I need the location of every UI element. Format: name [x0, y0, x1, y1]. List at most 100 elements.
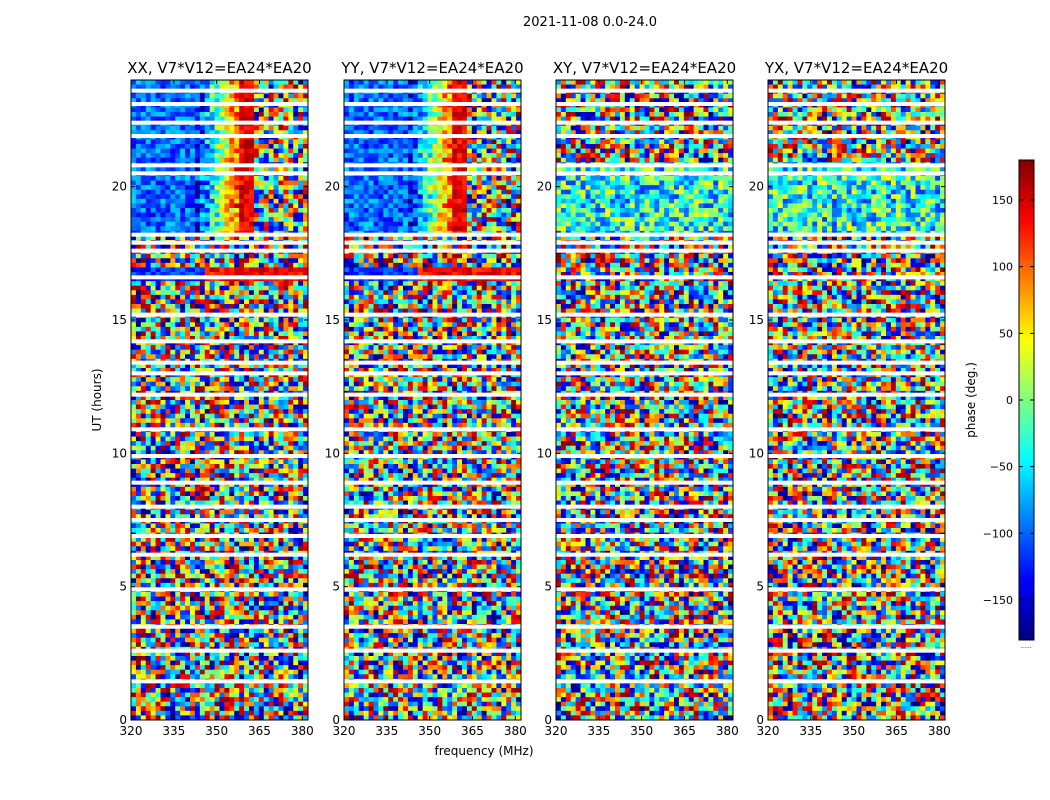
- flagged-row: [768, 163, 945, 168]
- x-tick-label: 335: [799, 724, 822, 738]
- x-tick-label: 380: [716, 724, 739, 738]
- panel-2: XY, V7*V12=EA24*EA20 320 335 350 365 380 0 5 10 1…: [537, 59, 739, 738]
- flagged-row: [344, 392, 521, 397]
- x-tick-label: 365: [673, 724, 696, 738]
- x-tick-label: 365: [461, 724, 484, 738]
- x-tick-label: 320: [757, 724, 780, 738]
- flagged-row: [344, 240, 521, 245]
- x-tick-label: 380: [504, 724, 527, 738]
- y-tick-label: 0: [544, 713, 552, 727]
- flagged-row: [768, 360, 945, 365]
- flagged-row: [344, 504, 521, 509]
- y-tick-label: 15: [537, 313, 552, 327]
- panel-title: YX, V7*V12=EA24*EA20: [764, 59, 948, 77]
- x-tick-label: 350: [418, 724, 441, 738]
- flagged-row: [556, 518, 733, 522]
- colorbar-label: phase (deg.): [964, 362, 978, 438]
- flagged-row: [344, 134, 521, 138]
- flagged-row: [344, 360, 521, 365]
- flagged-row: [768, 120, 945, 125]
- panel-title: XX, V7*V12=EA24*EA20: [127, 59, 311, 77]
- flagged-row: [131, 360, 308, 365]
- flagged-row: [344, 275, 521, 280]
- flagged-row: [768, 504, 945, 509]
- panel-1: YY, V7*V12=EA24*EA20 320 335 350 365 380 0 5 10 1…: [325, 59, 527, 738]
- y-tick-label: 20: [749, 180, 764, 194]
- flagged-row: [556, 232, 733, 237]
- flagged-row: [344, 454, 521, 458]
- panel-frame: [343, 79, 522, 721]
- flagged-row: [131, 392, 308, 397]
- panel-heatmap: [768, 80, 945, 720]
- y-tick-label: 0: [119, 713, 127, 727]
- panel-title: YY, V7*V12=EA24*EA20: [340, 59, 523, 77]
- colorbar-tick-label: −50: [990, 461, 1013, 474]
- flagged-row: [556, 648, 733, 653]
- panel-heatmap: [131, 80, 308, 720]
- flagged-row: [344, 679, 521, 684]
- flagged-row: [556, 275, 733, 280]
- flagged-row: [556, 624, 733, 629]
- flagged-row: [556, 163, 733, 168]
- flagged-row: [768, 232, 945, 237]
- flagged-row: [768, 134, 945, 138]
- flagged-row: [131, 624, 308, 629]
- y-tick-label: 10: [112, 446, 127, 460]
- flagged-row: [556, 480, 733, 485]
- flagged-row: [556, 534, 733, 538]
- flagged-row: [556, 248, 733, 253]
- colorbar-tick-label: 150: [992, 194, 1013, 207]
- flagged-row: [556, 371, 733, 376]
- flagged-row: [768, 392, 945, 397]
- flagged-row: [556, 120, 733, 125]
- x-tick-label: 350: [205, 724, 228, 738]
- flagged-row: [768, 624, 945, 629]
- flagged-row: [131, 587, 308, 592]
- flagged-row: [131, 312, 308, 317]
- colorbar-tick-label: −100: [983, 527, 1013, 540]
- flagged-row: [131, 480, 308, 485]
- y-axis-label: UT (hours): [90, 368, 104, 431]
- flagged-row: [768, 248, 945, 253]
- flagged-row: [344, 648, 521, 653]
- flagged-row: [768, 88, 945, 93]
- y-tick-label: 5: [756, 580, 764, 594]
- flagged-row: [131, 454, 308, 458]
- x-tick-label: 350: [630, 724, 653, 738]
- panel-frame: [555, 79, 734, 721]
- colorbar: −150 −100 −50 0 50 100 150: [983, 159, 1035, 641]
- flagged-row: [556, 360, 733, 365]
- y-tick-label: 20: [112, 180, 127, 194]
- x-tick-label: 335: [375, 724, 398, 738]
- flagged-row: [556, 339, 733, 344]
- flagged-row: [556, 88, 733, 93]
- flagged-row: [344, 371, 521, 376]
- colorbar-tick-label: 50: [999, 327, 1013, 340]
- flagged-row: [344, 480, 521, 485]
- flagged-row: [344, 232, 521, 237]
- flagged-row: [344, 427, 521, 432]
- flagged-row: [344, 248, 521, 253]
- flagged-row: [131, 275, 308, 280]
- flagged-row: [131, 504, 308, 509]
- flagged-row: [768, 454, 945, 458]
- x-tick-label: 320: [333, 724, 356, 738]
- flagged-row: [768, 648, 945, 653]
- flagged-row: [768, 427, 945, 432]
- flagged-row: [768, 371, 945, 376]
- flagged-row: [131, 648, 308, 653]
- x-tick-label: 320: [120, 724, 143, 738]
- colorbar-footnote: ......: [1020, 643, 1032, 650]
- panel-0: XX, V7*V12=EA24*EA20 320 335 350 365 380 0 5 10 1…: [112, 59, 314, 738]
- x-tick-label: 380: [291, 724, 314, 738]
- x-tick-label: 335: [162, 724, 185, 738]
- y-tick-label: 5: [332, 580, 340, 594]
- y-tick-label: 5: [119, 580, 127, 594]
- y-tick-label: 20: [325, 180, 340, 194]
- flagged-row: [131, 163, 308, 168]
- flagged-row: [344, 518, 521, 522]
- flagged-row: [344, 102, 521, 106]
- flagged-row: [131, 120, 308, 125]
- flagged-row: [768, 552, 945, 557]
- panels: XX, V7*V12=EA24*EA20 320 335 350 365 380 0 5 10 1…: [112, 59, 951, 738]
